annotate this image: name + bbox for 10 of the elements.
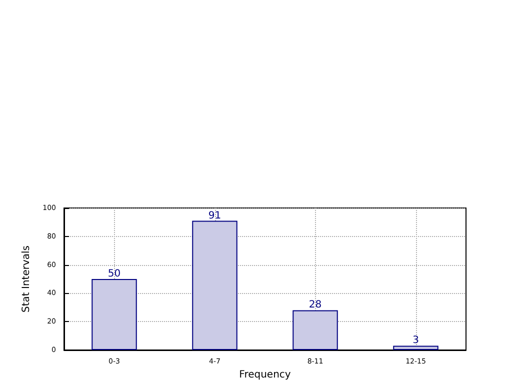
bar [192, 220, 238, 350]
data-label: 91 [208, 210, 222, 222]
bar [393, 346, 438, 350]
data-label: 3 [412, 335, 419, 346]
data-label: 28 [308, 300, 322, 311]
data-label: 50 [108, 268, 121, 280]
x-axis-title: Frequency [239, 370, 291, 380]
bar [92, 279, 137, 350]
y-axis-title: Stat Intervals [21, 245, 32, 313]
bar [292, 310, 338, 350]
